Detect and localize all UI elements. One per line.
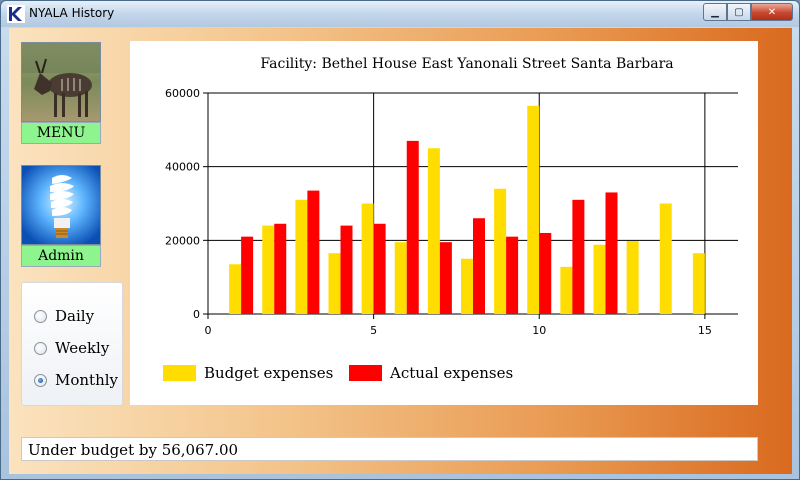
actual-bar <box>605 192 618 314</box>
budget-bar <box>394 242 407 314</box>
actual-bar <box>241 236 254 314</box>
maximize-button[interactable]: ▢ <box>727 3 751 21</box>
close-button[interactable]: ✕ <box>751 3 793 21</box>
budget-bar <box>427 148 440 314</box>
admin-label[interactable]: Admin <box>21 245 101 267</box>
x-tick-label: 0 <box>205 324 212 337</box>
budget-bar <box>659 203 672 314</box>
actual-bar <box>340 225 353 314</box>
radio-weekly[interactable]: Weekly <box>34 339 109 357</box>
budget-bar <box>494 188 507 314</box>
budget-bar <box>361 203 374 314</box>
admin-tile[interactable]: Admin <box>21 165 101 267</box>
maximize-icon: ▢ <box>734 6 744 18</box>
actual-bar <box>539 232 552 314</box>
y-tick-label: 0 <box>193 308 200 321</box>
client-area: MENU <box>9 28 792 474</box>
x-tick-label: 5 <box>370 324 377 337</box>
legend-swatch <box>163 365 196 381</box>
budget-bar <box>461 258 473 314</box>
actual-bar <box>473 218 485 314</box>
radio-button-weekly[interactable] <box>34 341 47 355</box>
radio-label-daily[interactable]: Daily <box>55 307 95 325</box>
admin-image[interactable] <box>21 165 101 245</box>
budget-bar <box>593 244 606 314</box>
minimize-icon: ▁ <box>711 6 719 18</box>
budget-bar <box>560 266 573 314</box>
light-bulb-icon <box>22 166 100 244</box>
window-title: NYALA History <box>29 6 115 20</box>
budget-bar <box>626 241 639 314</box>
actual-bar <box>506 236 519 314</box>
budget-bar <box>229 264 242 314</box>
nyala-app-icon <box>7 5 25 23</box>
window-controls: ▁ ▢ ✕ <box>703 3 793 21</box>
radio-label-weekly[interactable]: Weekly <box>55 339 110 357</box>
budget-bar <box>328 253 341 314</box>
budget-bar <box>262 225 275 314</box>
actual-bar <box>406 140 419 314</box>
close-icon: ✕ <box>767 6 777 18</box>
nyala-photo[interactable] <box>21 42 101 122</box>
y-tick-label: 60000 <box>165 87 200 100</box>
radio-label-monthly[interactable]: Monthly <box>55 371 119 389</box>
budget-bar <box>692 253 705 314</box>
actual-bar <box>274 223 287 314</box>
status-message: Under budget by 56,067.00 <box>21 437 758 461</box>
budget-bar <box>527 105 540 315</box>
actual-bar <box>572 199 585 314</box>
y-tick-label: 20000 <box>165 234 200 247</box>
chart-title: Facility: Bethel House East Yanonali Str… <box>260 56 673 72</box>
x-tick-label: 15 <box>698 324 712 337</box>
radio-monthly[interactable]: Monthly <box>34 371 118 389</box>
budget-bar <box>295 199 308 314</box>
menu-label[interactable]: MENU <box>21 122 101 144</box>
period-radio-group: Daily Weekly Monthly <box>21 282 123 406</box>
bar-chart: Facility: Bethel House East Yanonali Str… <box>163 56 738 382</box>
actual-bar <box>373 223 386 314</box>
radio-button-daily[interactable] <box>34 309 47 323</box>
chart-panel: Facility: Bethel House East Yanonali Str… <box>130 41 758 405</box>
radio-daily[interactable]: Daily <box>34 307 94 325</box>
menu-tile[interactable]: MENU <box>21 42 101 144</box>
legend-label: Actual expenses <box>389 364 513 382</box>
y-tick-label: 40000 <box>165 161 200 174</box>
minimize-button[interactable]: ▁ <box>703 3 727 21</box>
actual-bar <box>439 242 452 314</box>
nyala-image <box>22 43 100 121</box>
radio-button-monthly[interactable] <box>34 373 47 387</box>
legend-label: Budget expenses <box>204 364 333 382</box>
x-tick-label: 10 <box>532 324 546 337</box>
title-bar[interactable]: NYALA History ▁ ▢ ✕ <box>1 1 799 27</box>
actual-bar <box>307 190 320 314</box>
legend-swatch <box>349 365 382 381</box>
